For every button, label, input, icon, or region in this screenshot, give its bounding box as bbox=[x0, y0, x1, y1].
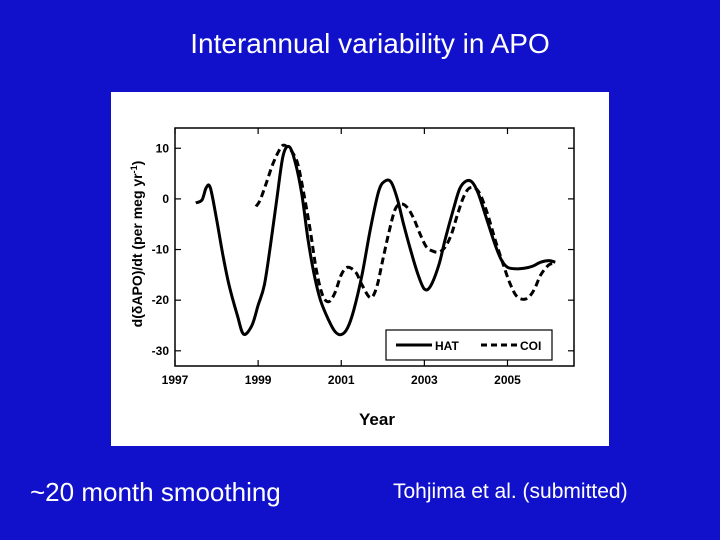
y-tick-label: -20 bbox=[152, 293, 170, 307]
y-axis-title: d(δAPO)/dt (per meg yr-1) bbox=[129, 161, 145, 328]
y-tick-label: 0 bbox=[162, 192, 169, 206]
x-tick-label: 2003 bbox=[411, 373, 438, 387]
smoothing-caption: ~20 month smoothing bbox=[30, 477, 281, 507]
y-tick-label: 10 bbox=[156, 141, 170, 155]
series-line-hat bbox=[195, 144, 556, 337]
x-tick-label: 2001 bbox=[328, 373, 355, 387]
y-tick-label: -30 bbox=[152, 344, 170, 358]
slide-title: Interannual variability in APO bbox=[190, 28, 550, 59]
axis-ticks: 1997 1999 2001 2003 2005 10 0 -10 -20 -30 bbox=[152, 128, 574, 387]
legend: HAT COI bbox=[385, 329, 553, 361]
series-line-coi bbox=[254, 143, 556, 304]
apo-line-chart: 1997 1999 2001 2003 2005 10 0 -10 -20 -30 Year d(… bbox=[129, 127, 575, 429]
y-tick-label: -10 bbox=[152, 243, 170, 257]
legend-coi-label: COI bbox=[520, 339, 541, 353]
series-layer bbox=[195, 143, 556, 337]
chart-panel: 1997 1999 2001 2003 2005 10 0 -10 -20 -30 Year d(… bbox=[111, 92, 609, 446]
x-axis-title: Year bbox=[359, 410, 395, 429]
x-tick-label: 1999 bbox=[245, 373, 272, 387]
citation-caption: Tohjima et al. (submitted) bbox=[393, 480, 628, 503]
plot-frame bbox=[174, 127, 575, 367]
legend-hat-label: HAT bbox=[435, 339, 459, 353]
x-tick-label: 2005 bbox=[494, 373, 521, 387]
x-tick-label: 1997 bbox=[162, 373, 189, 387]
